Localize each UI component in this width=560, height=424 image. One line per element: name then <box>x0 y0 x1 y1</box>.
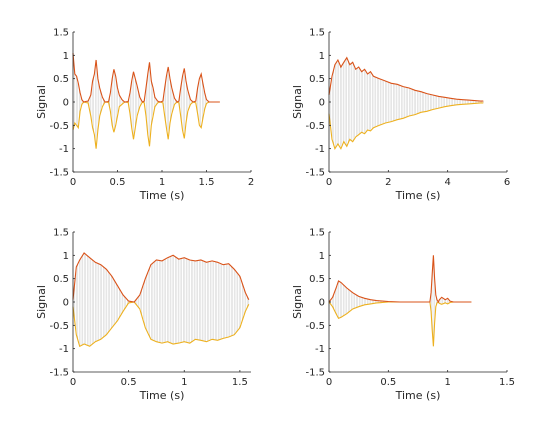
x-tick-label: 0 <box>326 177 332 188</box>
y-tick-label: 1.5 <box>309 28 325 39</box>
y-axis-label: Signal <box>35 285 48 319</box>
series-lower-envelope <box>328 301 472 347</box>
subplot-2: 0 2 4 6 -1.5 -1 -0.5 0 0.5 1 1.5 Time (s) Signal <box>291 28 510 203</box>
y-tick-label: 1.5 <box>53 28 69 39</box>
y-tick-label: 0.5 <box>309 274 325 285</box>
y-tick-label: 1.5 <box>53 228 69 239</box>
subplot-3: 0 0.5 1 1.5 -1.5 -1 -0.5 0 0.5 1 1.5 Time (s) Signal <box>35 228 251 402</box>
y-axis-label: Signal <box>291 285 304 319</box>
series-upper-envelope <box>328 255 472 304</box>
y-tick-label: -1 <box>59 144 69 155</box>
series-upper-envelope <box>328 56 484 102</box>
subplot-1: 0 0.5 1 1.5 2 -1.5 -1 -0.5 0 0.5 1 1.5 Time (s) Signa… <box>35 28 254 203</box>
y-tick-label: 0 <box>63 98 69 109</box>
y-tick-label: 0 <box>63 298 69 309</box>
series-lower-envelope <box>72 101 220 149</box>
series-upper-envelope <box>72 252 250 303</box>
y-tick-label: -0.5 <box>305 321 325 332</box>
y-tick-label: 1 <box>63 51 69 62</box>
series-upper-envelope <box>72 52 220 103</box>
x-tick-label: 0 <box>326 377 332 388</box>
y-tick-label: -1.5 <box>305 168 325 179</box>
y-tick-label: 0 <box>319 298 325 309</box>
x-tick-label: 1 <box>159 177 165 188</box>
x-tick-label: 6 <box>504 177 510 188</box>
series-lower-envelope <box>328 102 484 150</box>
y-axis-label: Signal <box>35 85 48 119</box>
x-tick-label: 4 <box>444 177 450 188</box>
y-tick-label: 0.5 <box>309 74 325 85</box>
y-tick-label: 0 <box>319 98 325 109</box>
x-tick-label: 1 <box>181 377 187 388</box>
x-axis-label: Time (s) <box>395 389 441 402</box>
y-tick-label: -1.5 <box>49 168 69 179</box>
x-axis-label: Time (s) <box>139 389 185 402</box>
y-tick-label: 1 <box>319 51 325 62</box>
series-lower-envelope <box>72 301 250 348</box>
y-tick-label: 1.5 <box>309 228 325 239</box>
y-tick-label: -0.5 <box>49 321 69 332</box>
y-tick-label: -1.5 <box>305 368 325 379</box>
x-tick-label: 0 <box>70 177 76 188</box>
y-axis-label: Signal <box>291 85 304 119</box>
x-tick-label: 1.5 <box>199 177 215 188</box>
y-tick-label: -0.5 <box>49 121 69 132</box>
y-tick-label: -1.5 <box>49 368 69 379</box>
x-tick-label: 2 <box>385 177 391 188</box>
y-tick-label: -1 <box>315 144 325 155</box>
x-tick-label: 0 <box>70 377 76 388</box>
x-axis-label: Time (s) <box>395 189 441 202</box>
y-tick-label: 1 <box>63 251 69 262</box>
subplot-4: 0 0.5 1 1.5 -1.5 -1 -0.5 0 0.5 1 1.5 Time (s) Signal <box>291 228 515 403</box>
y-tick-label: 0.5 <box>53 74 69 85</box>
x-tick-label: 0.5 <box>121 377 137 388</box>
y-tick-label: 1 <box>319 251 325 262</box>
y-tick-label: 0.5 <box>53 274 69 285</box>
x-tick-label: 1 <box>444 377 450 388</box>
y-tick-label: -1 <box>315 344 325 355</box>
y-tick-label: -1 <box>59 344 69 355</box>
y-tick-label: -0.5 <box>305 121 325 132</box>
x-tick-label: 0.5 <box>110 177 126 188</box>
x-tick-label: 0.5 <box>380 377 396 388</box>
x-tick-label: 1.5 <box>499 377 515 388</box>
x-tick-label: 1.5 <box>232 377 248 388</box>
x-tick-label: 2 <box>248 177 254 188</box>
x-axis-label: Time (s) <box>139 189 185 202</box>
